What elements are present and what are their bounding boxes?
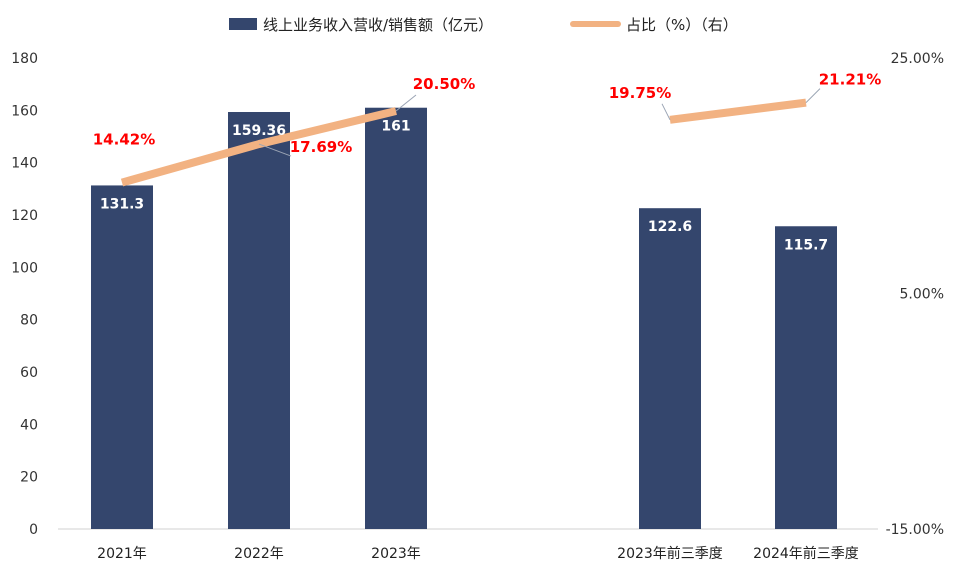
bar-value-label: 161 (381, 119, 410, 135)
x-axis-categories: 2021年 2022年 2023年 2023年前三季度 2024年前三季度 (97, 545, 859, 562)
bar-value-label: 122.6 (648, 219, 692, 235)
bar (775, 226, 837, 530)
ratio-leader-line (258, 143, 292, 157)
x-axis-category-label: 2021年 (97, 546, 147, 562)
bar (228, 112, 290, 530)
left-axis-tick: 180 (11, 51, 38, 67)
legend: 线上业务收入营收/销售额（亿元） 占比（%）（右） (229, 16, 738, 34)
ratio-value-labels: 14.42% 17.69% 20.50% 19.75% 21.21% (93, 71, 881, 156)
ratio-leader-line (661, 103, 671, 121)
right-axis: -15.00% 5.00% 25.00% (886, 51, 944, 538)
ratio-line-segment (669, 98, 807, 124)
bar-value-label: 115.7 (784, 237, 828, 253)
legend-bar-label: 线上业务收入营收/销售额（亿元） (263, 16, 493, 34)
ratio-leader-lines (258, 88, 821, 157)
left-axis-tick: 140 (11, 156, 38, 172)
x-axis-category-label: 2022年 (234, 546, 284, 562)
bar-value-labels: 131.3 159.36 161 122.6 115.7 (100, 119, 828, 254)
ratio-leader-line (805, 88, 821, 103)
bar-value-label: 159.36 (232, 123, 286, 139)
bar (639, 208, 701, 530)
left-axis-tick: 60 (20, 365, 38, 381)
right-axis-tick: 5.00% (900, 287, 944, 303)
x-axis-category-label: 2024年前三季度 (753, 545, 859, 562)
bar (365, 107, 427, 529)
ratio-value-label: 21.21% (819, 71, 881, 89)
ratio-value-label: 17.69% (290, 138, 352, 156)
bar (91, 185, 153, 529)
left-axis-tick: 160 (11, 103, 38, 119)
legend-line-label: 占比（%）（右） (626, 16, 738, 34)
ratio-series (120, 98, 807, 187)
left-axis-tick: 100 (11, 260, 38, 276)
ratio-value-label: 19.75% (609, 84, 671, 102)
bar-series (91, 107, 837, 530)
left-axis-tick: 20 (20, 470, 38, 486)
ratio-leader-line (395, 94, 417, 112)
right-axis-tick: 25.00% (891, 51, 944, 67)
ratio-value-label: 20.50% (413, 75, 475, 93)
x-axis-category-label: 2023年 (371, 546, 421, 562)
x-axis-category-label: 2023年前三季度 (617, 545, 723, 562)
legend-bar-swatch (229, 18, 257, 30)
ratio-value-label: 14.42% (93, 131, 155, 149)
left-axis-tick: 0 (29, 522, 38, 538)
left-axis: 0 20 40 60 80 100 120 140 160 180 (11, 51, 38, 538)
left-axis-tick: 80 (20, 313, 38, 329)
left-axis-tick: 120 (11, 208, 38, 224)
right-axis-tick: -15.00% (886, 522, 944, 538)
bar-value-label: 131.3 (100, 196, 144, 212)
left-axis-tick: 40 (20, 417, 38, 433)
